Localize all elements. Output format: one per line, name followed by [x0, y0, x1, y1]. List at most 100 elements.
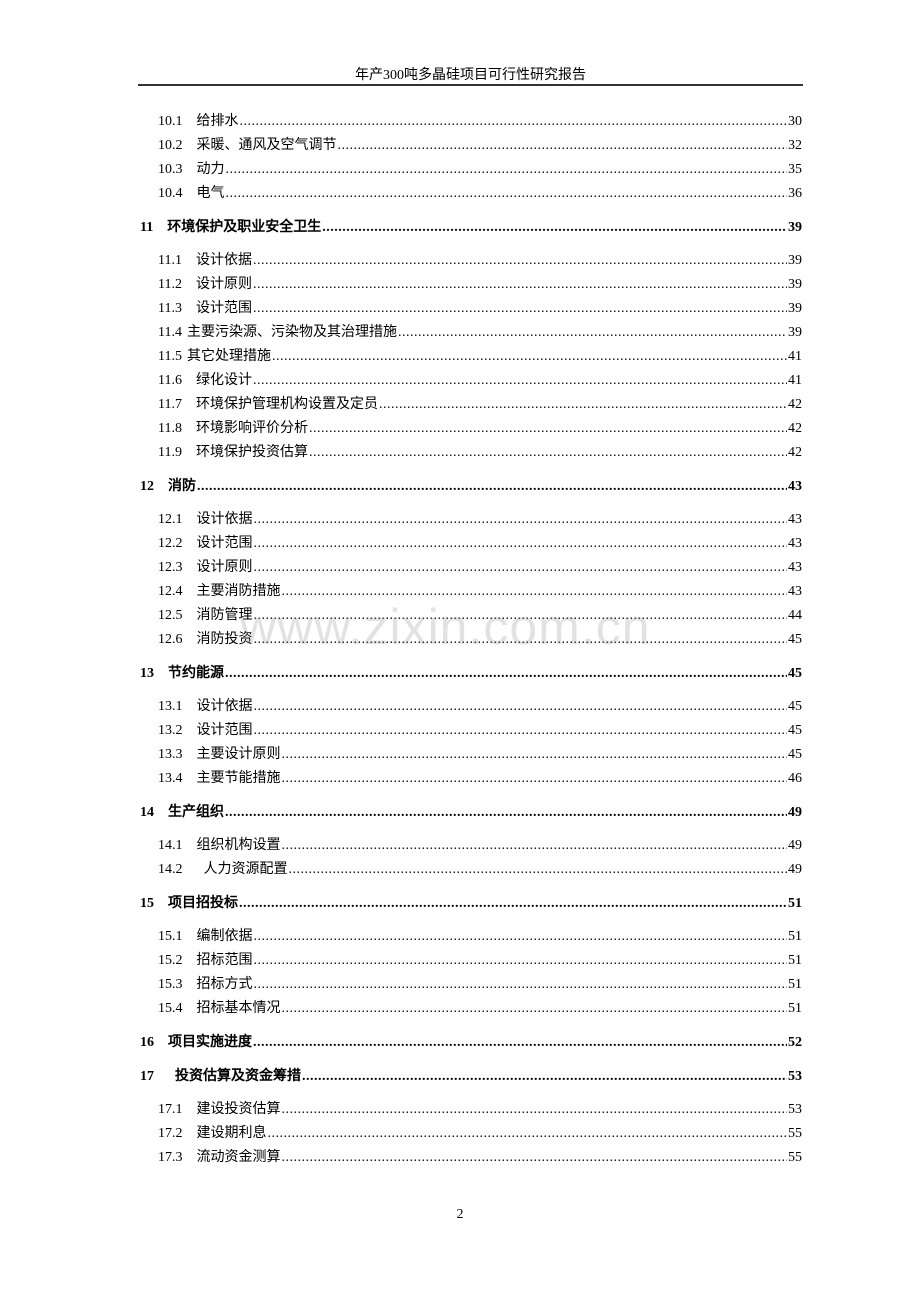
toc-chapter-entry[interactable]: 17 投资估算及资金筹措 53 [140, 1065, 802, 1089]
toc-entry-title: 生产组织 [168, 805, 224, 820]
toc-entry-title: 设计原则 [196, 560, 253, 575]
toc-dot-leader [254, 695, 788, 719]
toc-entry-title: 其它处理措施 [186, 349, 271, 364]
toc-entry-page: 39 [788, 220, 802, 235]
toc-dot-leader [239, 892, 787, 916]
toc-section-entry[interactable]: 12.6 消防投资 45 [140, 628, 802, 652]
toc-dot-leader [253, 297, 787, 321]
toc-section-entry[interactable]: 11.7 环境保护管理机构设置及定员 42 [140, 393, 802, 417]
toc-entry-page: 30 [788, 114, 802, 129]
toc-entry-page: 45 [788, 666, 802, 681]
toc-entry-page: 51 [788, 977, 802, 992]
toc-entry-title: 项目招投标 [168, 896, 238, 911]
toc-dot-leader [197, 475, 787, 499]
toc-dot-leader [322, 216, 787, 240]
toc-section-entry[interactable]: 10.1 给排水 30 [140, 110, 802, 134]
header-divider [138, 84, 803, 86]
toc-entry-page: 39 [788, 301, 802, 316]
toc-entry-title: 建设投资估算 [196, 1102, 281, 1117]
toc-chapter-entry[interactable]: 12 消防 43 [140, 475, 802, 499]
toc-chapter-entry[interactable]: 14 生产组织 49 [140, 801, 802, 825]
toc-entry-title: 主要节能措施 [196, 771, 281, 786]
toc-entry-title: 消防投资 [196, 632, 253, 647]
toc-entry-page: 44 [788, 608, 802, 623]
toc-entry-title: 电气 [196, 186, 225, 201]
toc-entry-page: 51 [788, 929, 802, 944]
toc-section-entry[interactable]: 17.2 建设期利息 55 [140, 1122, 802, 1146]
toc-chapter-entry[interactable]: 13 节约能源 45 [140, 662, 802, 686]
toc-entry-number: 17.2 [158, 1126, 183, 1141]
toc-entry-page: 49 [788, 838, 802, 853]
toc-dot-leader [254, 949, 788, 973]
toc-chapter-entry[interactable]: 16 项目实施进度 52 [140, 1031, 802, 1055]
toc-entry-title: 设计原则 [195, 277, 252, 292]
watermark: www.zixin.com.cn [240, 599, 651, 655]
toc-entry-number: 13.4 [158, 771, 183, 786]
toc-entry-title: 主要设计原则 [196, 747, 281, 762]
toc-entry-page: 41 [788, 373, 802, 388]
toc-section-entry[interactable]: 12.4 主要消防措施 43 [140, 580, 802, 604]
toc-entry-title: 项目实施进度 [168, 1035, 252, 1050]
toc-entry-page: 46 [788, 771, 802, 786]
toc-section-entry[interactable]: 11.1 设计依据 39 [140, 249, 802, 273]
toc-entry-page: 39 [788, 253, 802, 268]
toc-section-entry[interactable]: 11.2 设计原则 39 [140, 273, 802, 297]
running-header: 年产300吨多晶硅项目可行性研究报告 [355, 68, 586, 83]
toc-chapter-entry[interactable]: 15 项目招投标 51 [140, 892, 802, 916]
toc-entry-title: 设计范围 [196, 536, 253, 551]
toc-section-entry[interactable]: 14.1 组织机构设置 49 [140, 834, 802, 858]
toc-entry-number: 11.6 [158, 373, 182, 388]
toc-section-entry[interactable]: 13.1 设计依据 45 [140, 695, 802, 719]
toc-entry-number: 10.2 [158, 138, 183, 153]
toc-dot-leader [253, 369, 787, 393]
toc-entry-number: 14 [140, 805, 154, 820]
toc-entry-page: 43 [788, 560, 802, 575]
toc-section-entry[interactable]: 17.3 流动资金测算 55 [140, 1146, 802, 1170]
toc-section-entry[interactable]: 15.1 编制依据 51 [140, 925, 802, 949]
toc-section-entry[interactable]: 14.2 人力资源配置 49 [140, 858, 802, 882]
toc-entry-number: 16 [140, 1035, 154, 1050]
toc-entry-title: 消防 [168, 479, 196, 494]
toc-section-entry[interactable]: 13.3 主要设计原则 45 [140, 743, 802, 767]
toc-section-entry[interactable]: 11.5 其它处理措施 41 [140, 345, 802, 369]
toc-section-entry[interactable]: 12.2 设计范围 43 [140, 532, 802, 556]
toc-entry-page: 45 [788, 747, 802, 762]
toc-section-entry[interactable]: 10.3 动力 35 [140, 158, 802, 182]
toc-dot-leader [254, 556, 788, 580]
toc-section-entry[interactable]: 13.2 设计范围 45 [140, 719, 802, 743]
toc-entry-number: 17.1 [158, 1102, 183, 1117]
toc-dot-leader [253, 1031, 787, 1055]
toc-section-entry[interactable]: 11.9 环境保护投资估算 42 [140, 441, 802, 465]
toc-entry-number: 11.5 [158, 349, 182, 364]
toc-chapter-entry[interactable]: 11 环境保护及职业安全卫生 39 [140, 216, 802, 240]
toc-entry-number: 15.3 [158, 977, 183, 992]
toc-entry-number: 12.4 [158, 584, 183, 599]
toc-section-entry[interactable]: 17.1 建设投资估算 53 [140, 1098, 802, 1122]
toc-dot-leader [282, 1098, 788, 1122]
toc-entry-title: 采暖、通风及空气调节 [196, 138, 337, 153]
toc-section-entry[interactable]: 10.4 电气 36 [140, 182, 802, 206]
toc-entry-title: 建设期利息 [196, 1126, 267, 1141]
toc-section-entry[interactable]: 11.3 设计范围 39 [140, 297, 802, 321]
toc-section-entry[interactable]: 15.3 招标方式 51 [140, 973, 802, 997]
toc-section-entry[interactable]: 15.2 招标范围 51 [140, 949, 802, 973]
toc-section-entry[interactable]: 11.4 主要污染源、污染物及其治理措施 39 [140, 321, 802, 345]
toc-entry-page: 41 [788, 349, 802, 364]
toc-section-entry[interactable]: 10.2 采暖、通风及空气调节 32 [140, 134, 802, 158]
toc-section-entry[interactable]: 13.4 主要节能措施 46 [140, 767, 802, 791]
toc-entry-title: 消防管理 [196, 608, 253, 623]
toc-section-entry[interactable]: 15.4 招标基本情况 51 [140, 997, 802, 1021]
toc-entry-page: 55 [788, 1150, 802, 1165]
toc-section-entry[interactable]: 11.8 环境影响评价分析 42 [140, 417, 802, 441]
toc-entry-page: 51 [788, 1001, 802, 1016]
toc-section-entry[interactable]: 11.6 绿化设计 41 [140, 369, 802, 393]
toc-section-entry[interactable]: 12.5 消防管理 44 [140, 604, 802, 628]
page-number: 2 [456, 1207, 464, 1222]
toc-dot-leader [225, 662, 787, 686]
toc-section-entry[interactable]: 12.1 设计依据 43 [140, 508, 802, 532]
toc-dot-leader [268, 1122, 788, 1146]
toc-entry-page: 55 [788, 1126, 802, 1141]
toc-entry-page: 43 [788, 584, 802, 599]
toc-section-entry[interactable]: 12.3 设计原则 43 [140, 556, 802, 580]
toc-entry-title: 设计依据 [196, 699, 253, 714]
